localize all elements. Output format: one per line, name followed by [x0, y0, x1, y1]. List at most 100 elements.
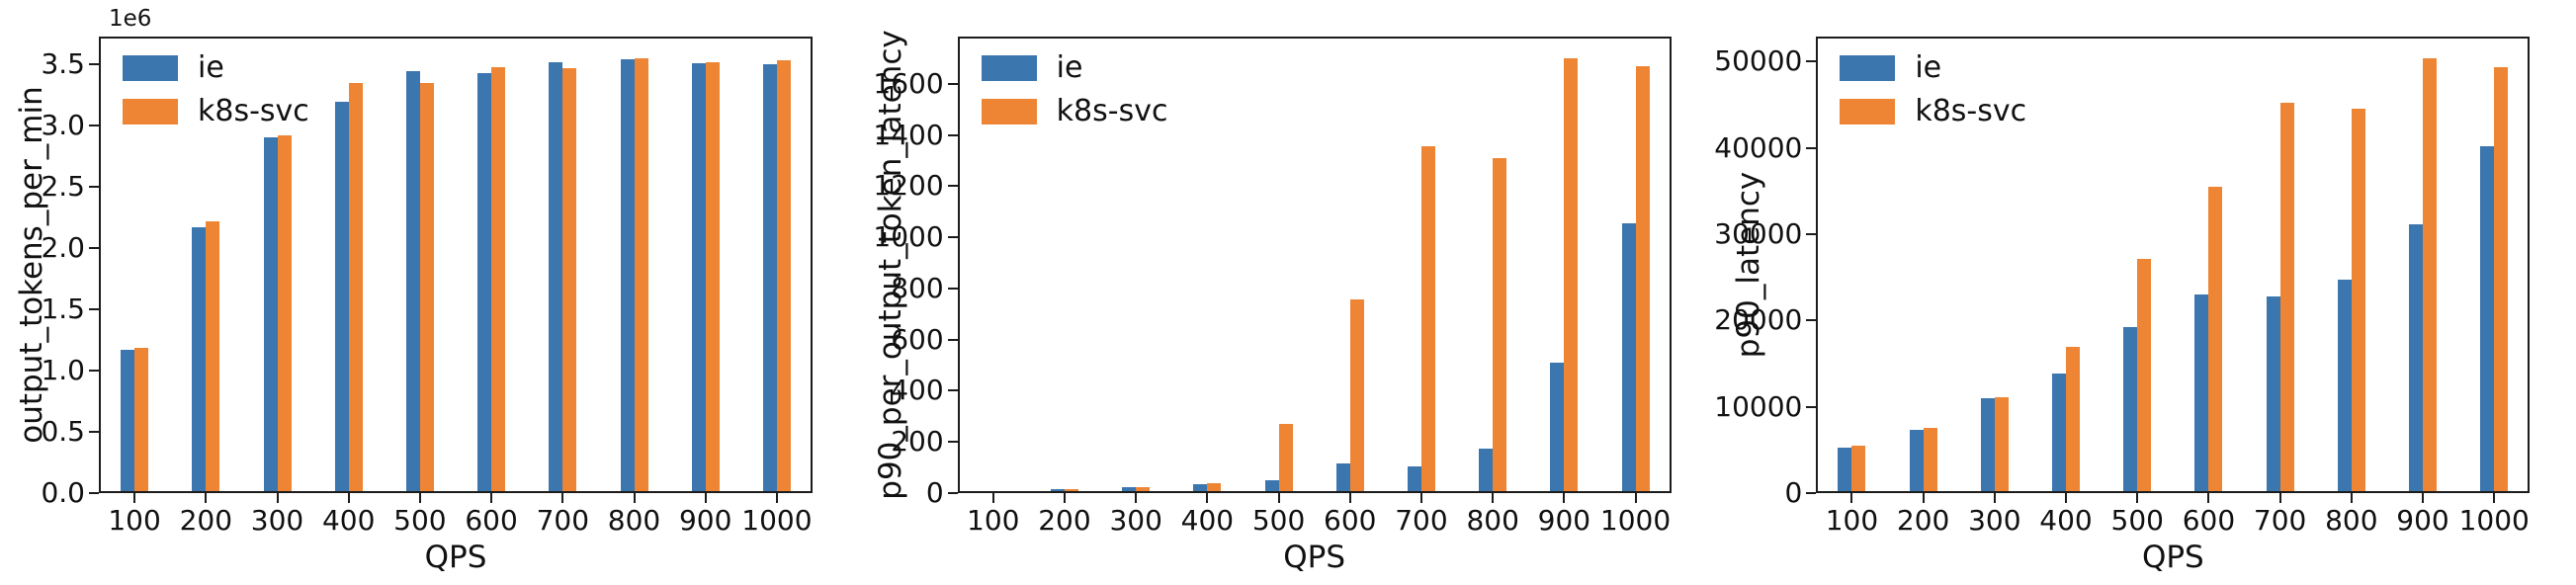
y-tick-mark [1806, 492, 1817, 494]
legend-label: ie [1915, 50, 1942, 85]
bar-ie-qps-1000 [762, 64, 777, 493]
y-tick-label: 1000 [873, 220, 944, 254]
bar-k8s-svc-qps-800 [2351, 109, 2365, 493]
legend-item-k8s-svc: k8s-svc [1840, 96, 2026, 127]
legend-item-k8s-svc: k8s-svc [123, 96, 309, 127]
bar-k8s-svc-qps-200 [206, 221, 220, 493]
x-tick-mark [2136, 493, 2139, 503]
y-tick-label: 0.0 [41, 476, 85, 509]
y-tick-label: 1.5 [41, 292, 85, 326]
bar-ie-qps-900 [2409, 224, 2424, 493]
x-tick-mark [1063, 493, 1066, 503]
x-tick-mark [1348, 493, 1351, 503]
x-tick-label: 100 [967, 504, 1020, 537]
y-tick-mark [947, 287, 958, 290]
x-tick-mark [2493, 493, 2496, 503]
x-tick-label: 400 [1180, 504, 1235, 537]
y-tick-mark [89, 308, 99, 311]
y-tick-mark [947, 492, 958, 494]
x-tick-label: 600 [2182, 504, 2236, 537]
bar-k8s-svc-qps-100 [134, 348, 149, 493]
y-tick-mark [1806, 319, 1817, 322]
bar-k8s-svc-qps-800 [1493, 158, 1507, 493]
bar-k8s-svc-qps-400 [1207, 483, 1222, 493]
bar-k8s-svc-qps-1000 [2494, 67, 2509, 493]
bar-ie-qps-600 [477, 73, 492, 493]
x-tick-label: 500 [1251, 504, 1306, 537]
bar-ie-qps-100 [121, 350, 135, 493]
y-tick-mark [947, 441, 958, 444]
bar-ie-qps-100 [979, 491, 993, 493]
bar-ie-qps-300 [1980, 398, 1995, 493]
legend-label: k8s-svc [198, 94, 309, 128]
x-tick-mark [1922, 493, 1925, 503]
y-tick-mark [89, 431, 99, 434]
x-axis-label: QPS [424, 540, 487, 575]
y-tick-label: 1200 [873, 169, 944, 203]
bar-k8s-svc-qps-300 [1994, 397, 2009, 493]
x-tick-mark [704, 493, 707, 503]
legend: ie k8s-svc [1840, 52, 2026, 139]
bar-ie-qps-500 [2123, 327, 2138, 493]
bar-ie-qps-1000 [2480, 146, 2495, 493]
bar-k8s-svc-qps-800 [634, 58, 648, 493]
y-tick-label: 1400 [873, 118, 944, 151]
bar-ie-qps-700 [549, 62, 563, 493]
x-tick-label: 300 [1968, 504, 2021, 537]
x-axis-label: QPS [1283, 540, 1346, 575]
x-tick-mark [347, 493, 350, 503]
x-tick-mark [205, 493, 208, 503]
y-tick-label: 2.0 [41, 231, 85, 265]
y-tick-mark [947, 185, 958, 188]
y-tick-labels: 0 10000 20000 30000 40000 50000 [1714, 0, 1802, 585]
x-tick-label: 700 [2253, 504, 2307, 537]
x-tick-label: 200 [1038, 504, 1091, 537]
x-tick-label: 200 [1896, 504, 1950, 537]
x-tick-mark [418, 493, 421, 503]
y-tick-mark [1806, 405, 1817, 408]
x-tick-label: 700 [536, 504, 590, 537]
bar-k8s-svc-qps-400 [348, 83, 363, 493]
y-tick-mark [89, 63, 99, 66]
x-tick-mark [276, 493, 279, 503]
x-tick-label: 1000 [1599, 504, 1672, 537]
y-tick-mark [1806, 146, 1817, 149]
x-tick-mark [2422, 493, 2425, 503]
x-tick-label: 700 [1395, 504, 1448, 537]
x-tick-mark [1277, 493, 1280, 503]
y-tick-label: 0 [925, 476, 944, 509]
y-tick-mark [89, 125, 99, 127]
y-tick-label: 1.0 [41, 354, 85, 387]
x-tick-mark [2278, 493, 2281, 503]
bar-k8s-svc-qps-100 [992, 491, 1007, 493]
x-tick-mark [1135, 493, 1138, 503]
plot-area [99, 37, 813, 493]
legend-item-ie: ie [1840, 52, 2026, 84]
y-tick-label: 2.5 [41, 170, 85, 204]
x-tick-label: 900 [2396, 504, 2449, 537]
y-tick-labels: 0 200 400 600 800 1000 1200 1400 1600 [859, 0, 944, 585]
y-tick-mark [947, 133, 958, 136]
x-tick-mark [2065, 493, 2068, 503]
plot-area [1816, 37, 2530, 493]
bar-ie-qps-500 [405, 71, 420, 493]
y-tick-mark [89, 492, 99, 494]
x-tick-label: 800 [607, 504, 661, 537]
x-tick-label: 300 [250, 504, 304, 537]
y-tick-mark [947, 236, 958, 239]
bar-ie-qps-300 [263, 137, 278, 493]
x-tick-mark [633, 493, 636, 503]
chart-p90-latency: p90_latency 0 10000 20000 30000 40000 50000 i… [1714, 0, 2576, 585]
x-tick-mark [1206, 493, 1209, 503]
legend-item-k8s-svc: k8s-svc [981, 96, 1167, 127]
x-tick-label: 1000 [741, 504, 813, 537]
x-tick-mark [133, 493, 136, 503]
x-tick-label: 600 [465, 504, 518, 537]
bar-k8s-svc-qps-1000 [776, 60, 791, 493]
bar-ie-qps-900 [691, 63, 706, 493]
bar-k8s-svc-qps-700 [562, 68, 577, 493]
legend-label: ie [198, 50, 224, 85]
x-tick-mark [561, 493, 564, 503]
bar-k8s-svc-qps-500 [2137, 259, 2152, 493]
legend-swatch-ie [1840, 55, 1896, 81]
